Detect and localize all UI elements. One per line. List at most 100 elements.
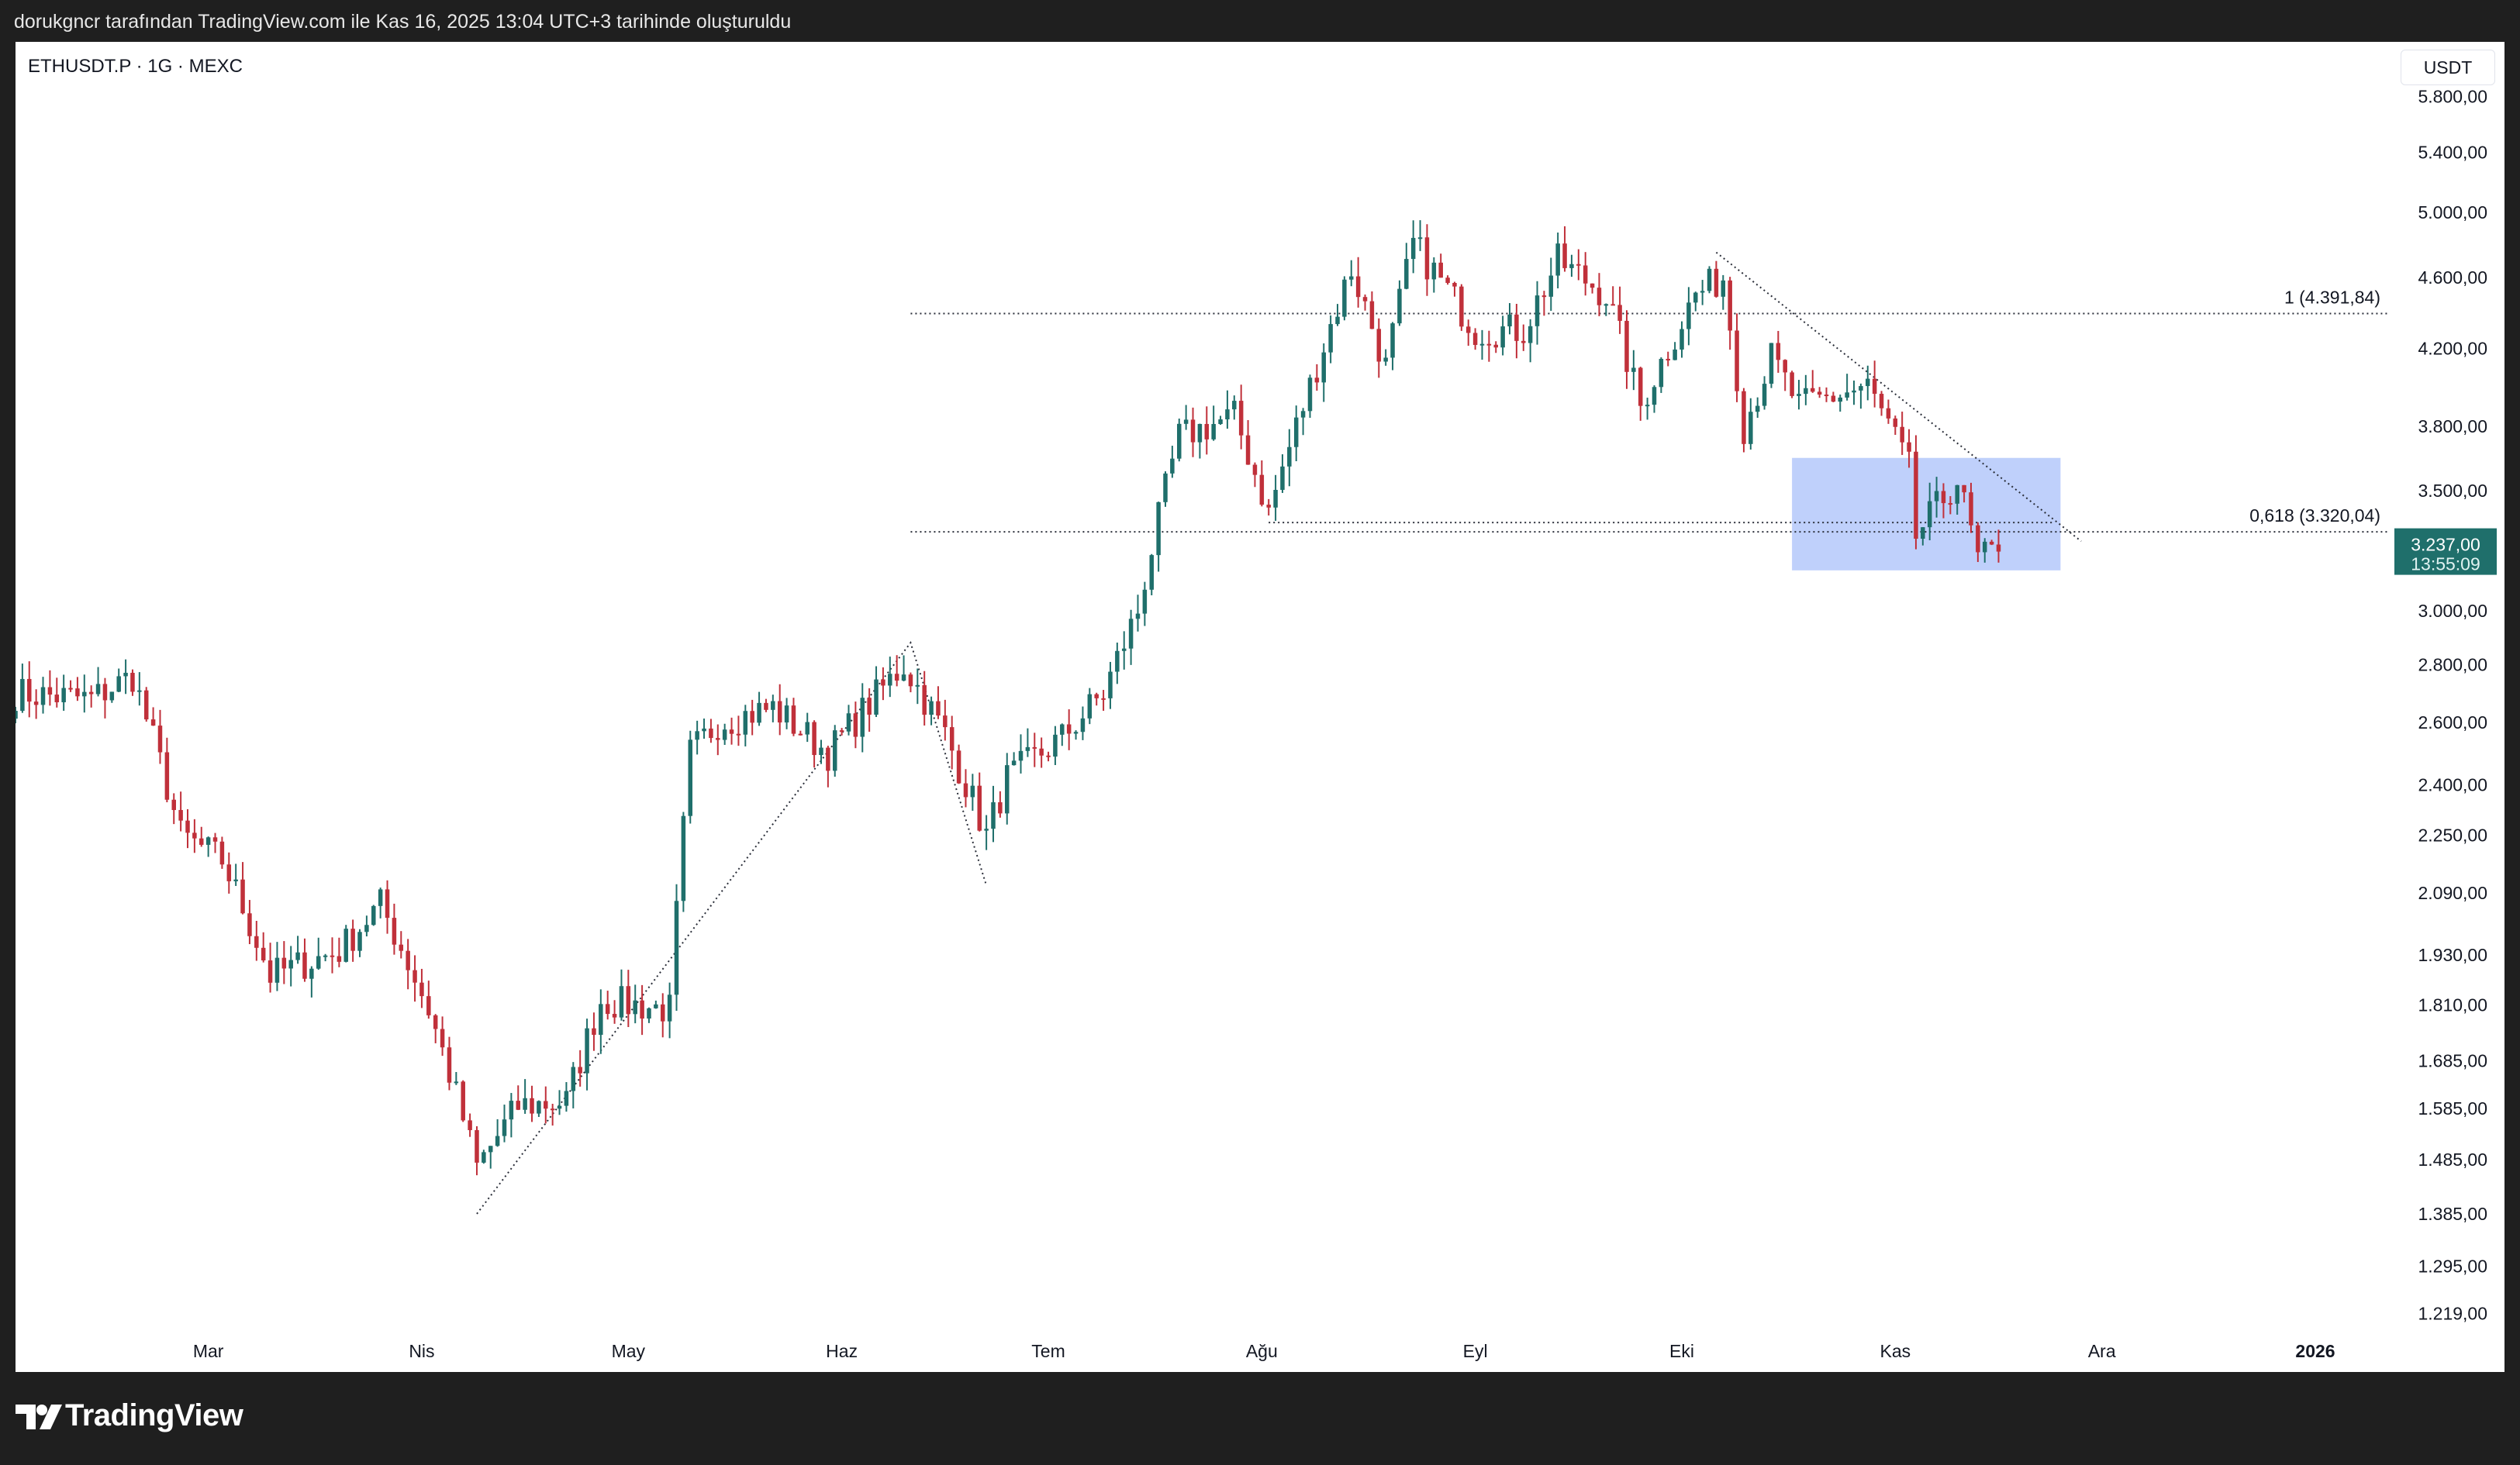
candle-up[interactable] — [95, 684, 101, 695]
candle-up[interactable] — [1721, 280, 1726, 297]
candle-down[interactable] — [192, 832, 197, 839]
candle-down[interactable] — [1817, 391, 1822, 395]
candle-up[interactable] — [1183, 419, 1189, 424]
candle-down[interactable] — [1252, 464, 1258, 475]
candle-up[interactable] — [316, 956, 321, 969]
candle-up[interactable] — [1417, 237, 1423, 240]
candle-up[interactable] — [1866, 378, 1870, 387]
candle-down[interactable] — [750, 711, 754, 723]
candle-down[interactable] — [261, 947, 266, 961]
candle-up[interactable] — [1018, 750, 1024, 761]
candle-down[interactable] — [47, 687, 53, 695]
candle-down[interactable] — [426, 996, 431, 1015]
candle-down[interactable] — [164, 752, 170, 800]
candle-up[interactable] — [654, 1004, 658, 1008]
candle-up[interactable] — [571, 1067, 576, 1091]
candle-down[interactable] — [736, 733, 741, 736]
candle-up[interactable] — [805, 722, 810, 735]
candle-down[interactable] — [1969, 492, 1973, 526]
candle-up[interactable] — [1934, 491, 1939, 502]
candle-down[interactable] — [157, 726, 163, 753]
candle-up[interactable] — [1170, 458, 1175, 474]
candle-up[interactable] — [482, 1152, 486, 1163]
candle-down[interactable] — [1824, 395, 1829, 397]
candle-up[interactable] — [1693, 292, 1698, 303]
candle-up[interactable] — [1149, 555, 1154, 590]
candle-down[interactable] — [1259, 474, 1265, 505]
candle-up[interactable] — [1390, 323, 1395, 358]
candle-down[interactable] — [626, 986, 631, 1015]
candle-up[interactable] — [619, 986, 624, 1018]
candle-up[interactable] — [343, 929, 349, 962]
candle-up[interactable] — [537, 1101, 541, 1114]
candle-up[interactable] — [1273, 489, 1278, 508]
candle-up[interactable] — [771, 701, 775, 710]
candle-up[interactable] — [860, 698, 865, 737]
candle-up[interactable] — [1852, 390, 1856, 393]
candle-down[interactable] — [1369, 301, 1375, 329]
candle-up[interactable] — [688, 739, 693, 816]
candle-down[interactable] — [1728, 280, 1732, 331]
candle-down[interactable] — [1735, 330, 1739, 391]
trendline[interactable] — [1715, 251, 2082, 543]
candle-down[interactable] — [1459, 286, 1464, 327]
candle-up[interactable] — [1679, 329, 1684, 350]
candle-up[interactable] — [1645, 405, 1650, 407]
candle-down[interactable] — [219, 841, 225, 865]
candle-down[interactable] — [826, 747, 830, 771]
candle-up[interactable] — [1955, 484, 1959, 504]
candle-up[interactable] — [1769, 343, 1774, 384]
candle-up[interactable] — [915, 684, 920, 687]
candle-up[interactable] — [1328, 324, 1333, 353]
candle-up[interactable] — [357, 932, 362, 951]
candle-up[interactable] — [1135, 613, 1141, 619]
candle-down[interactable] — [1617, 305, 1622, 321]
candle-up[interactable] — [1080, 718, 1086, 732]
candle-down[interactable] — [143, 690, 149, 720]
candle-up[interactable] — [109, 691, 115, 701]
candle-down[interactable] — [867, 698, 872, 715]
candle-down[interactable] — [68, 688, 73, 690]
candle-up[interactable] — [288, 960, 293, 969]
candle-down[interactable] — [1610, 304, 1615, 306]
candle-down[interactable] — [226, 864, 232, 881]
candle-down[interactable] — [894, 674, 899, 681]
candle-down[interactable] — [592, 1028, 596, 1036]
candle-up[interactable] — [681, 815, 686, 901]
candle-up[interactable] — [901, 674, 906, 681]
candle-down[interactable] — [150, 719, 156, 726]
candle-up[interactable] — [1342, 279, 1347, 317]
candle-down[interactable] — [1032, 746, 1037, 749]
candle-up[interactable] — [1307, 377, 1313, 412]
candle-down[interactable] — [1810, 388, 1815, 392]
candle-up[interactable] — [1197, 423, 1203, 443]
candle-down[interactable] — [1376, 329, 1382, 362]
candle-down[interactable] — [185, 820, 190, 833]
candle-down[interactable] — [1452, 282, 1457, 287]
candle-up[interactable] — [599, 1004, 603, 1036]
candle-up[interactable] — [488, 1146, 493, 1153]
candle-down[interactable] — [1094, 694, 1099, 698]
candle-down[interactable] — [1900, 426, 1904, 443]
candle-down[interactable] — [247, 913, 252, 936]
candle-up[interactable] — [1555, 243, 1560, 276]
candle-up[interactable] — [1163, 473, 1168, 502]
candle-down[interactable] — [447, 1047, 452, 1083]
candle-down[interactable] — [908, 674, 913, 687]
candle-up[interactable] — [1528, 326, 1533, 343]
candle-down[interactable] — [1362, 297, 1368, 302]
candle-down[interactable] — [1872, 378, 1877, 395]
candle-up[interactable] — [1859, 386, 1863, 391]
candle-down[interactable] — [550, 1108, 555, 1111]
candle-down[interactable] — [881, 679, 885, 686]
candle-down[interactable] — [281, 957, 287, 969]
candle-down[interactable] — [302, 952, 307, 979]
candle-down[interactable] — [102, 684, 108, 701]
candle-up[interactable] — [1349, 276, 1354, 280]
candle-up[interactable] — [846, 713, 851, 732]
candle-up[interactable] — [1073, 732, 1079, 734]
candle-down[interactable] — [812, 722, 816, 756]
candle-up[interactable] — [1115, 650, 1120, 672]
candle-up[interactable] — [929, 701, 934, 715]
candle-up[interactable] — [1431, 262, 1437, 280]
